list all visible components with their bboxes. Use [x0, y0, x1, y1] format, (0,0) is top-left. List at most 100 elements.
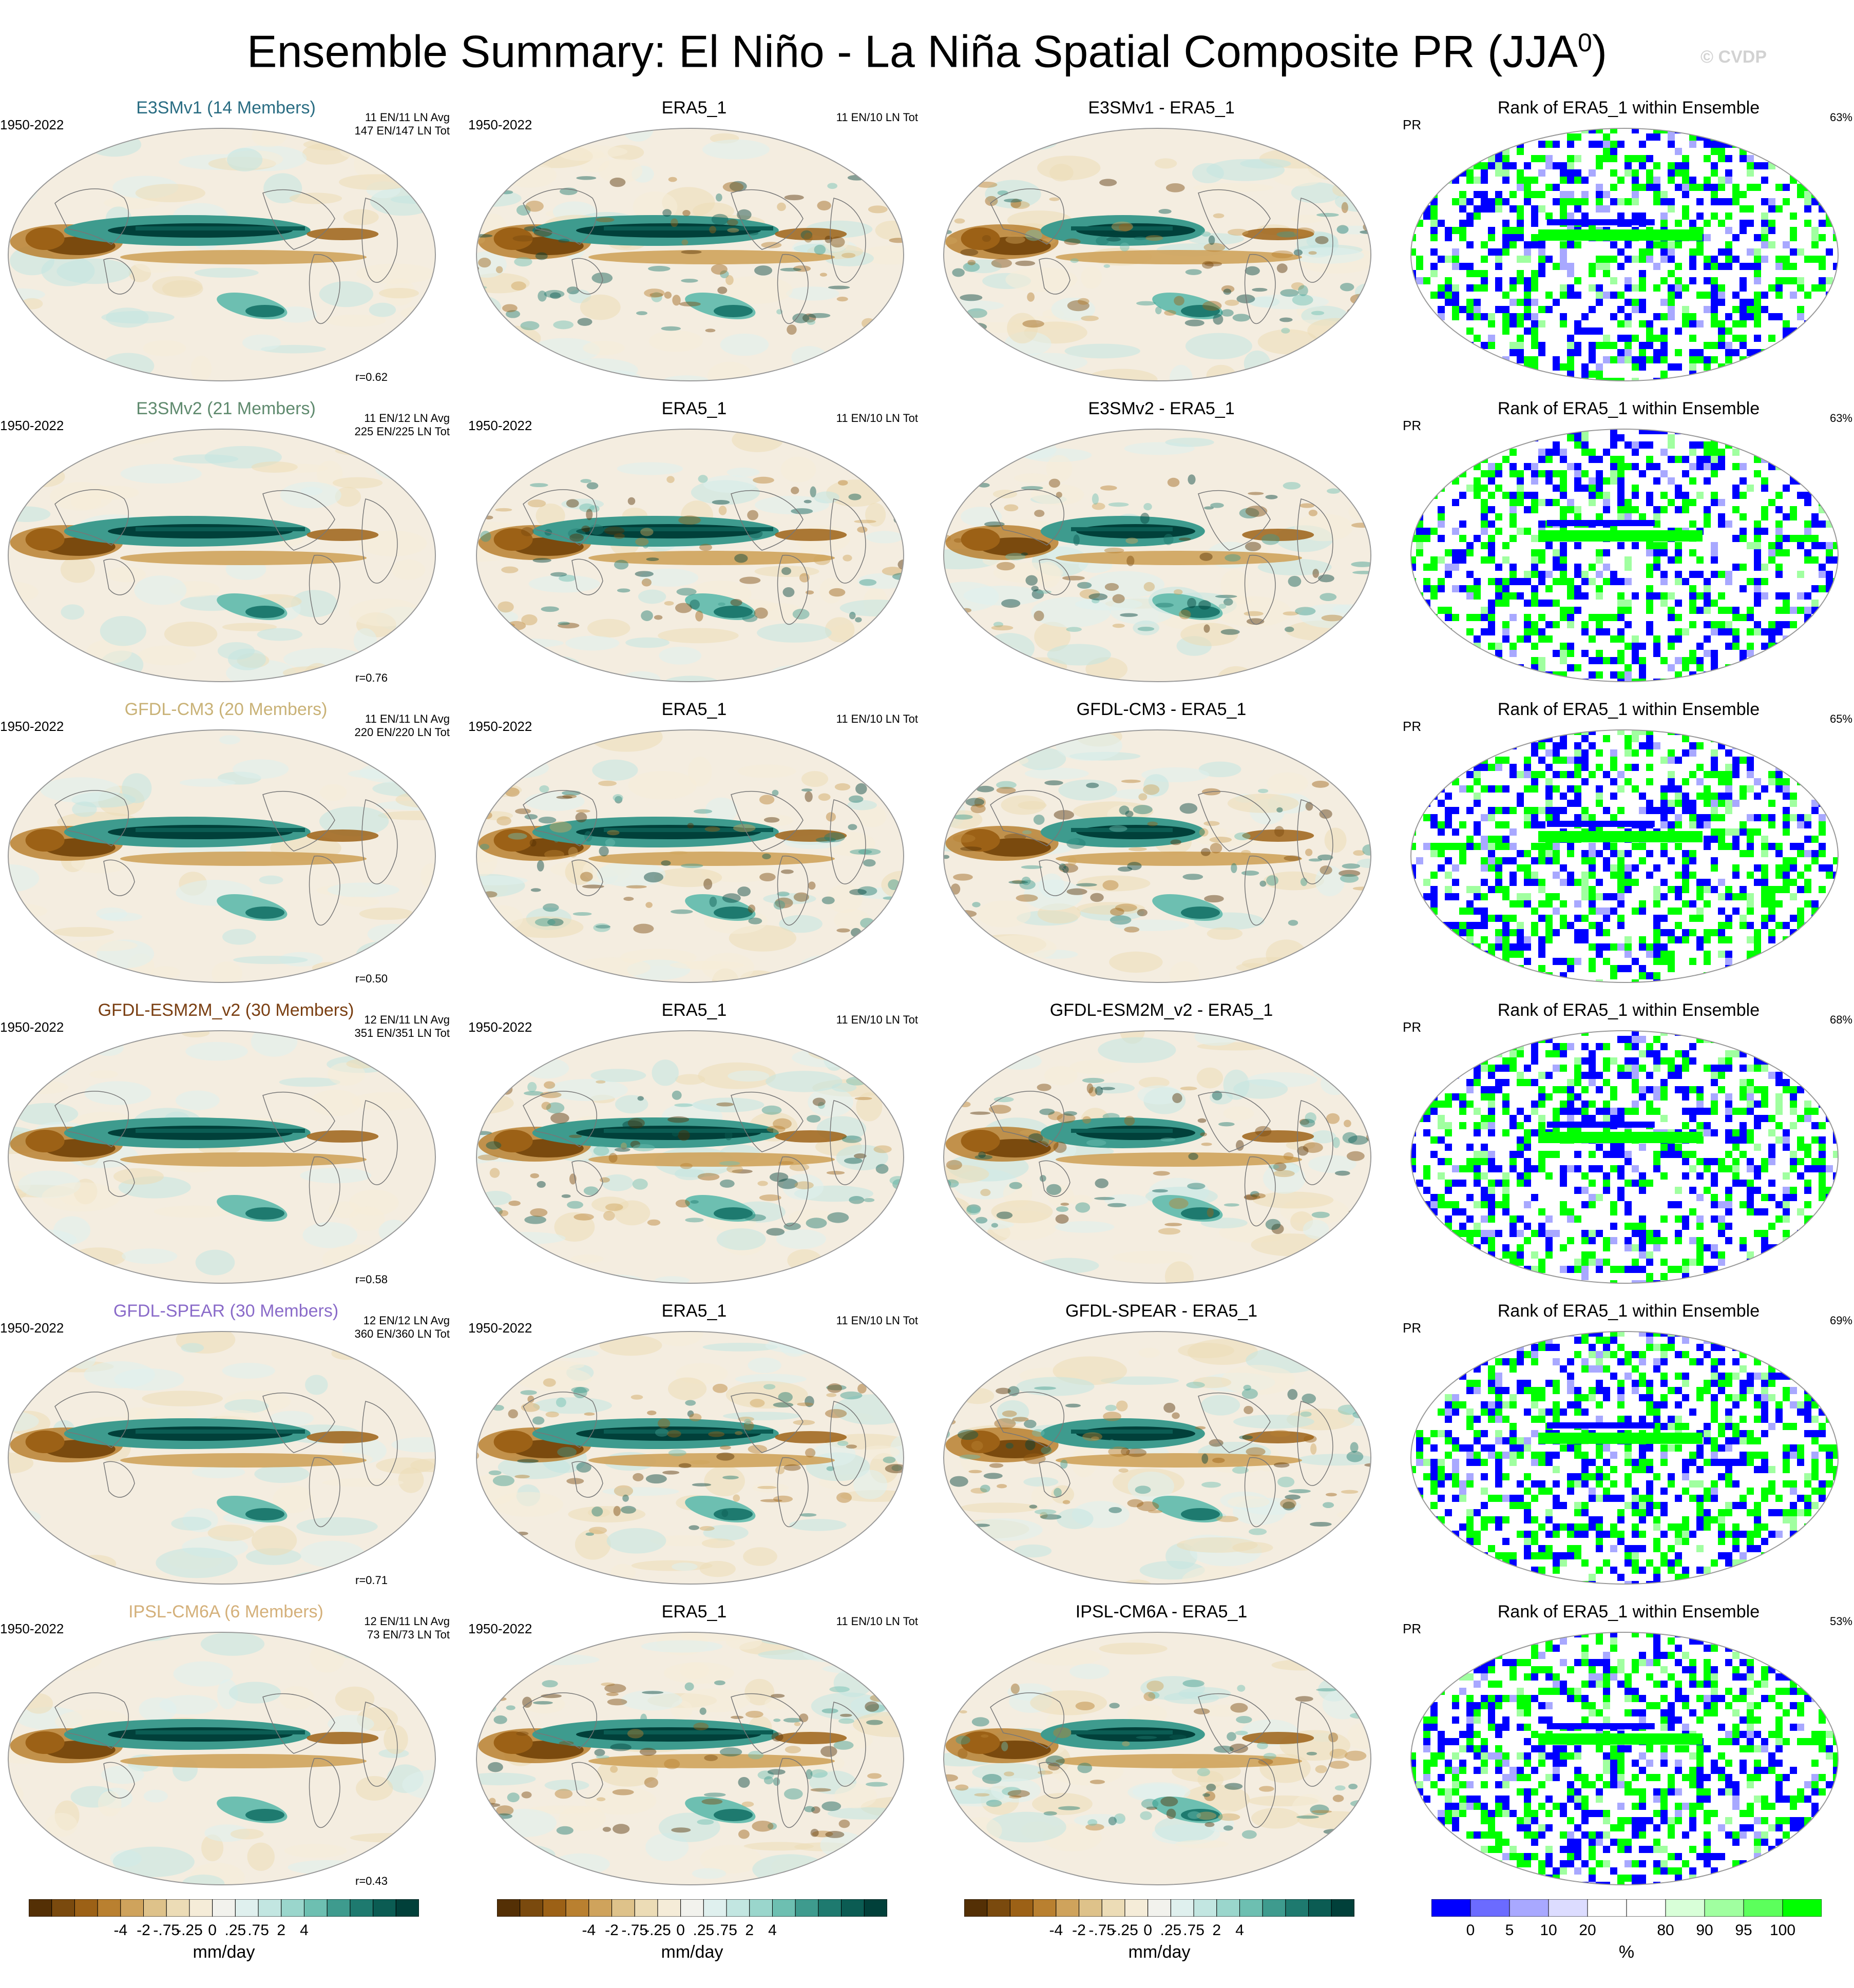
colorbar-unit: mm/day	[1128, 1942, 1191, 1962]
precip-map	[476, 1331, 904, 1585]
event-tot-label: 351 EN/351 LN Tot	[354, 1027, 450, 1039]
colorbar-swatch	[235, 1899, 259, 1917]
colorbar-swatch	[1743, 1899, 1783, 1917]
colorbar-swatch	[703, 1899, 727, 1917]
rank-map	[1410, 1632, 1839, 1885]
panel-obs-0: ERA5_1 1950-2022 11 EN/10 LN Tot	[468, 98, 920, 395]
period-label: 1950-2022	[0, 1320, 64, 1336]
panel-title: GFDL-SPEAR - ERA5_1	[1065, 1301, 1258, 1321]
colorbar-swatch	[1056, 1899, 1080, 1917]
event-tot-label: 11 EN/10 LN Tot	[836, 1013, 918, 1026]
event-avg-label: 12 EN/12 LN Avg	[363, 1314, 450, 1327]
colorbar-swatches	[1431, 1899, 1822, 1917]
colorbar-swatch	[1431, 1899, 1471, 1917]
event-count: 11 EN/11 LN Avg 220 EN/220 LN Tot	[355, 712, 450, 739]
colorbar-swatches	[29, 1899, 419, 1917]
colorbar-tick-label: -.25	[644, 1922, 671, 1939]
rank-colorbar: 0 5 10 20 80 90 95 100%	[1431, 1899, 1822, 1981]
colorbar-swatch	[1782, 1899, 1822, 1917]
colorbar-swatch	[281, 1899, 304, 1917]
event-tot-label: 11 EN/10 LN Tot	[836, 111, 918, 124]
colorbar-tick-label: 2	[277, 1922, 286, 1939]
precip-map	[943, 128, 1371, 381]
event-count: 11 EN/11 LN Avg 147 EN/147 LN Tot	[355, 111, 450, 138]
precip-map	[476, 729, 904, 983]
colorbar-swatch	[588, 1899, 613, 1917]
panel-rank-2: Rank of ERA5_1 within Ensemble PR 65%	[1403, 699, 1854, 997]
colorbar-tick-label: .25	[693, 1922, 715, 1939]
figure-title-text: Ensemble Summary: El Niño - La Niña Spat…	[246, 26, 1578, 77]
colorbar-tick-label: 4	[300, 1922, 309, 1939]
precip-map	[8, 128, 436, 381]
panel-title: IPSL-CM6A (6 Members)	[128, 1602, 323, 1622]
colorbar-swatch	[1193, 1899, 1217, 1917]
period-label: 1950-2022	[468, 117, 532, 132]
panel-rank-5: Rank of ERA5_1 within Ensemble PR 53%	[1403, 1601, 1854, 1899]
colorbar-swatch	[143, 1899, 167, 1917]
period-label: 1950-2022	[468, 1019, 532, 1035]
colorbar-tick-label: .75	[1183, 1922, 1205, 1939]
colorbar-swatch	[1308, 1899, 1332, 1917]
panel-title: Rank of ERA5_1 within Ensemble	[1497, 1301, 1760, 1321]
panel-obs-1: ERA5_1 1950-2022 11 EN/10 LN Tot	[468, 398, 920, 696]
precip-map	[8, 1030, 436, 1284]
colorbar-swatch	[749, 1899, 773, 1917]
colorbar-swatch	[1626, 1899, 1666, 1917]
event-avg-label: 11 EN/12 LN Avg	[364, 412, 450, 424]
colorbar-swatch	[1704, 1899, 1744, 1917]
precip-map	[476, 128, 904, 381]
panel-rank-4: Rank of ERA5_1 within Ensemble PR 69%	[1403, 1301, 1854, 1598]
panel-diff-0: E3SMv1 - ERA5_1	[935, 98, 1387, 395]
figure-title-close: )	[1592, 26, 1608, 77]
event-tot-label: 73 EN/73 LN Tot	[367, 1628, 450, 1641]
precip-map	[943, 1331, 1371, 1585]
panel-title: Rank of ERA5_1 within Ensemble	[1497, 399, 1760, 418]
event-tot-label: 11 EN/10 LN Tot	[836, 1314, 918, 1327]
colorbar-swatch	[1470, 1899, 1510, 1917]
panel-title: IPSL-CM6A - ERA5_1	[1075, 1602, 1248, 1622]
rank-percent: 65%	[1829, 712, 1852, 725]
colorbar-swatch	[1101, 1899, 1125, 1917]
rank-percent: 63%	[1829, 111, 1852, 124]
colorbar-tick-label: .25	[224, 1922, 246, 1939]
colorbar-tick-label: .25	[1160, 1922, 1182, 1939]
rank-map	[1410, 1030, 1839, 1284]
panel-model-4: GFDL-SPEAR (30 Members) 1950-2022 12 EN/12…	[0, 1301, 452, 1598]
panel-title: GFDL-ESM2M_v2 - ERA5_1	[1049, 1000, 1273, 1020]
colorbar-swatch	[634, 1899, 658, 1917]
colorbar-swatch	[212, 1899, 236, 1917]
colorbar-tick-label: -.75	[621, 1922, 648, 1939]
watermark: © CVDP	[1700, 47, 1767, 67]
colorbar-tick-label: 0	[1466, 1922, 1475, 1939]
precip-map	[943, 729, 1371, 983]
panel-diff-1: E3SMv2 - ERA5_1	[935, 398, 1387, 696]
period-label: 1950-2022	[0, 1621, 64, 1636]
panel-diff-5: IPSL-CM6A - ERA5_1	[935, 1601, 1387, 1899]
colorbar-swatch	[987, 1899, 1010, 1917]
period-label: 1950-2022	[468, 1621, 532, 1636]
colorbar-swatch	[772, 1899, 796, 1917]
colorbar-swatch	[350, 1899, 374, 1917]
event-tot-label: 11 EN/10 LN Tot	[836, 1615, 918, 1628]
panel-title: ERA5_1	[661, 700, 727, 719]
event-tot-label: 11 EN/10 LN Tot	[836, 412, 918, 424]
colorbar-tick-label: 100	[1769, 1922, 1796, 1939]
precip-map	[943, 1030, 1371, 1284]
colorbar-swatch	[520, 1899, 543, 1917]
colorbar-tick-label: 80	[1657, 1922, 1674, 1939]
panel-model-0: E3SMv1 (14 Members) 1950-2022 11 EN/11 LN …	[0, 98, 452, 395]
event-count: 12 EN/11 LN Avg 73 EN/73 LN Tot	[364, 1615, 450, 1642]
variable-label: PR	[1403, 418, 1422, 433]
colorbar-tick-label: 5	[1505, 1922, 1514, 1939]
pattern-correlation: r=0.50	[355, 972, 388, 985]
precip-map	[943, 429, 1371, 682]
colorbar-tick-label: -4	[113, 1922, 128, 1939]
panel-diff-3: GFDL-ESM2M_v2 - ERA5_1	[935, 1000, 1387, 1298]
rank-map	[1410, 729, 1839, 983]
pattern-correlation: r=0.62	[355, 371, 388, 383]
colorbar-swatch	[189, 1899, 213, 1917]
colorbar-swatch	[964, 1899, 988, 1917]
panel-title: Rank of ERA5_1 within Ensemble	[1497, 700, 1760, 719]
colorbar-swatch	[1262, 1899, 1286, 1917]
